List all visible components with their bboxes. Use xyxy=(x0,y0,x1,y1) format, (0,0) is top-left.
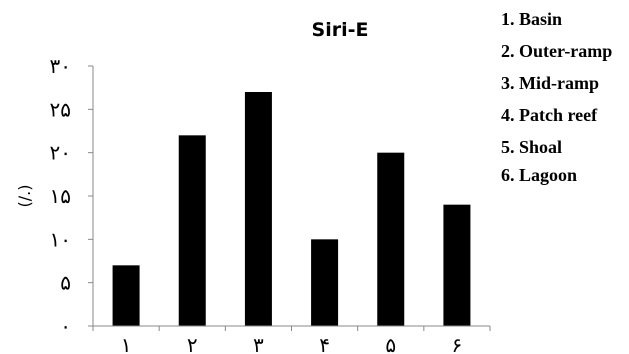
y-axis-label: (/.) xyxy=(15,185,34,208)
legend-entry-mid-ramp: 3. Mid-ramp xyxy=(501,73,599,93)
bar xyxy=(178,135,206,326)
y-tick-label: ٢٠ xyxy=(50,141,71,165)
y-tick-label: ٢۵ xyxy=(50,97,71,121)
y-tick-label: ١۵ xyxy=(50,184,71,208)
legend: 1. Basin 2. Outer-ramp 3. Mid-ramp 4. Pa… xyxy=(501,8,612,196)
y-axis-ticks: ٠ ۵ ١٠ ١۵ ٢٠ ٢۵ ٣٠ xyxy=(50,54,93,338)
x-tick-label: ۶ xyxy=(452,333,463,354)
legend-entry-lagoon: 6. Lagoon xyxy=(501,165,578,185)
bar xyxy=(244,92,272,326)
bar xyxy=(112,265,140,326)
x-tick-label: ٢ xyxy=(187,333,198,354)
legend-entry-shoal: 5. Shoal xyxy=(501,137,563,157)
y-tick-label: ٣٠ xyxy=(50,54,71,78)
bar xyxy=(377,152,405,326)
x-tick-label: ١ xyxy=(121,333,132,354)
legend-entry-basin: 1. Basin xyxy=(501,9,563,29)
x-tick-label: ٣ xyxy=(253,333,264,354)
y-tick-label: ١٠ xyxy=(50,227,71,251)
legend-entry-patch-reef: 4. Patch reef xyxy=(501,105,598,125)
x-tick-label: ۵ xyxy=(385,333,396,354)
chart-title: Siri-E xyxy=(312,19,369,41)
y-tick-label: ۵ xyxy=(60,271,71,295)
y-tick-label: ٠ xyxy=(60,314,71,338)
bar xyxy=(311,239,339,326)
bar-series xyxy=(112,92,471,326)
x-tick-label: ۴ xyxy=(319,333,330,354)
bar xyxy=(443,204,471,326)
legend-entry-outer-ramp: 2. Outer-ramp xyxy=(501,41,613,61)
x-axis-ticks: ١ ٢ ٣ ۴ ۵ ۶ xyxy=(92,326,491,354)
